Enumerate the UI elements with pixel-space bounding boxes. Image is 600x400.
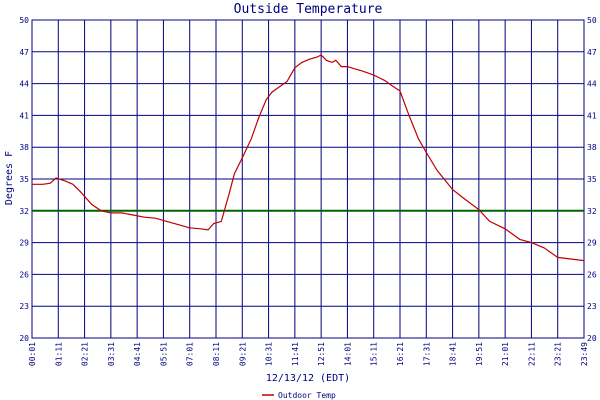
- x-tick-label: 03:31: [107, 342, 116, 366]
- x-tick-label: 19:51: [475, 342, 484, 366]
- x-tick-label: 14:01: [343, 342, 352, 366]
- y-tick-label-right: 20: [587, 334, 597, 343]
- y-tick-label: 44: [19, 80, 29, 89]
- x-tick-label: 15:11: [370, 342, 379, 366]
- y-tick-label: 20: [19, 334, 29, 343]
- x-tick-label: 21:01: [501, 342, 510, 366]
- y-tick-label-right: 38: [587, 143, 597, 152]
- x-tick-label: 05:51: [159, 342, 168, 366]
- y-axis-label: Degrees F: [4, 151, 15, 205]
- plot-area: [31, 19, 585, 339]
- x-tick-label: 18:41: [449, 342, 458, 366]
- x-tick-label: 00:01: [28, 342, 37, 366]
- y-tick-label-right: 32: [587, 207, 597, 216]
- x-tick-label: 09:21: [238, 342, 247, 366]
- y-tick-label: 50: [19, 16, 29, 25]
- y-tick-label-right: 41: [587, 111, 597, 120]
- x-tick-label: 22:11: [527, 342, 536, 366]
- series-line-outdoor-temp: [32, 54, 585, 262]
- y-tick-label-right: 44: [587, 80, 597, 89]
- x-tick-label: 07:01: [186, 342, 195, 366]
- x-tick-label: 08:11: [212, 342, 221, 366]
- y-tick-label-right: 50: [587, 16, 597, 25]
- x-tick-label: 12:51: [317, 342, 326, 366]
- x-tick-label: 17:31: [422, 342, 431, 366]
- x-tick-label: 10:31: [265, 342, 274, 366]
- y-tick-label: 32: [19, 207, 29, 216]
- y-tick-label-right: 35: [587, 175, 597, 184]
- x-tick-label: 01:11: [54, 342, 63, 366]
- x-tick-label: 04:41: [133, 342, 142, 366]
- chart-title: Outside Temperature: [234, 2, 383, 17]
- y-tick-label: 35: [19, 175, 29, 184]
- y-tick-label-right: 23: [587, 302, 597, 311]
- y-tick-label: 38: [19, 143, 29, 152]
- x-tick-label: 23:49: [580, 342, 589, 366]
- y-tick-label: 29: [19, 239, 29, 248]
- x-tick-label: 02:21: [81, 342, 90, 366]
- x-axis-label: 12/13/12 (EDT): [266, 373, 350, 384]
- legend: Outdoor Temp: [262, 391, 336, 400]
- y-tick-label: 26: [19, 270, 29, 279]
- x-tick-label: 11:41: [291, 342, 300, 366]
- tick-labels: 20 20 23 23 26 26 29 29 32 32 35 35 38 38 41 41 44 44 47 47…: [19, 16, 596, 366]
- x-tick-label: 23:21: [554, 342, 563, 366]
- y-tick-label-right: 26: [587, 270, 597, 279]
- y-tick-label-right: 47: [587, 48, 597, 57]
- y-tick-label: 47: [19, 48, 29, 57]
- x-tick-label: 16:21: [396, 342, 405, 366]
- y-tick-label: 41: [19, 111, 29, 120]
- y-tick-label: 23: [19, 302, 29, 311]
- legend-label: Outdoor Temp: [278, 391, 336, 400]
- y-tick-label-right: 29: [587, 239, 597, 248]
